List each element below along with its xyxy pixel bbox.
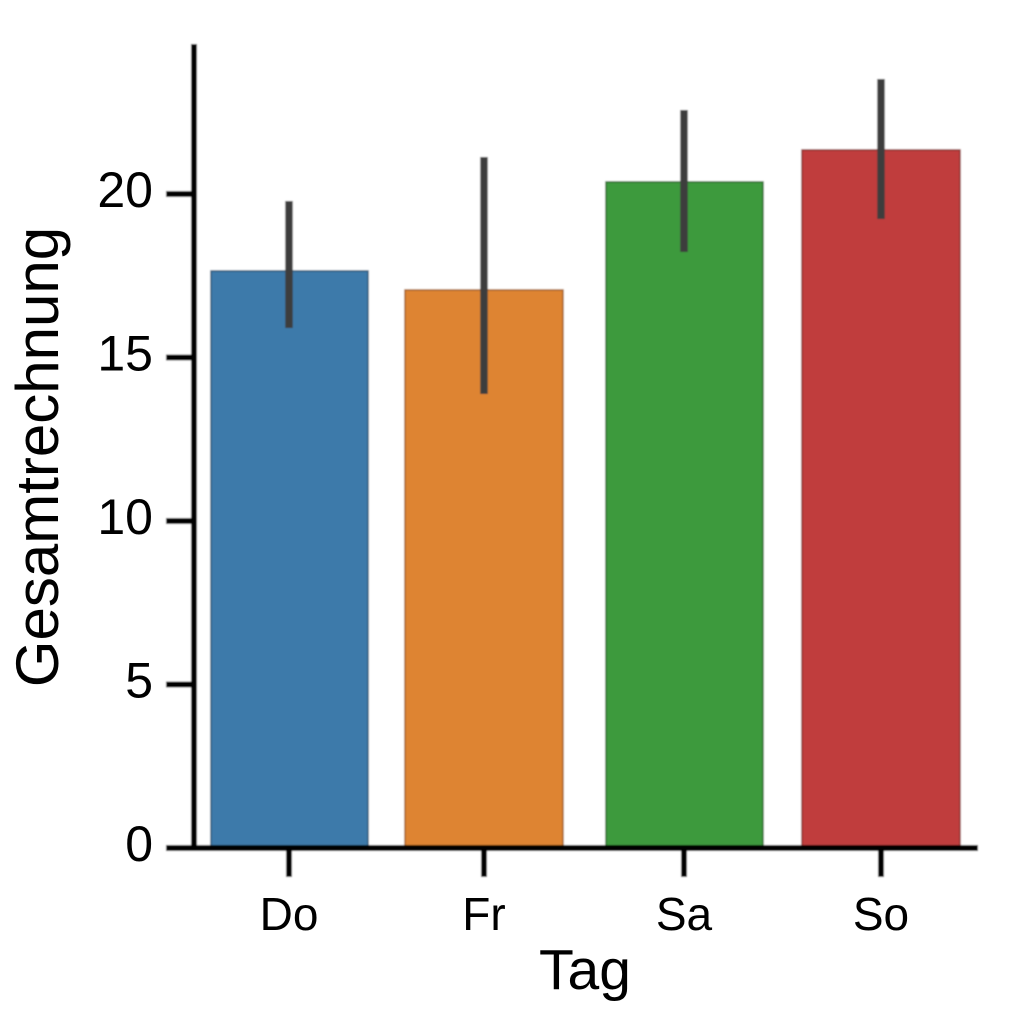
svg-text:10: 10 bbox=[97, 489, 153, 545]
svg-text:15: 15 bbox=[97, 326, 153, 382]
svg-text:Gesamtrechnung: Gesamtrechnung bbox=[4, 227, 71, 687]
svg-text:20: 20 bbox=[97, 162, 153, 218]
svg-text:Sa: Sa bbox=[656, 888, 713, 940]
svg-text:So: So bbox=[853, 888, 909, 940]
svg-text:Fr: Fr bbox=[462, 888, 505, 940]
svg-text:0: 0 bbox=[125, 816, 153, 872]
svg-text:5: 5 bbox=[125, 653, 153, 709]
svg-text:Tag: Tag bbox=[539, 938, 631, 1002]
svg-text:Do: Do bbox=[260, 888, 319, 940]
